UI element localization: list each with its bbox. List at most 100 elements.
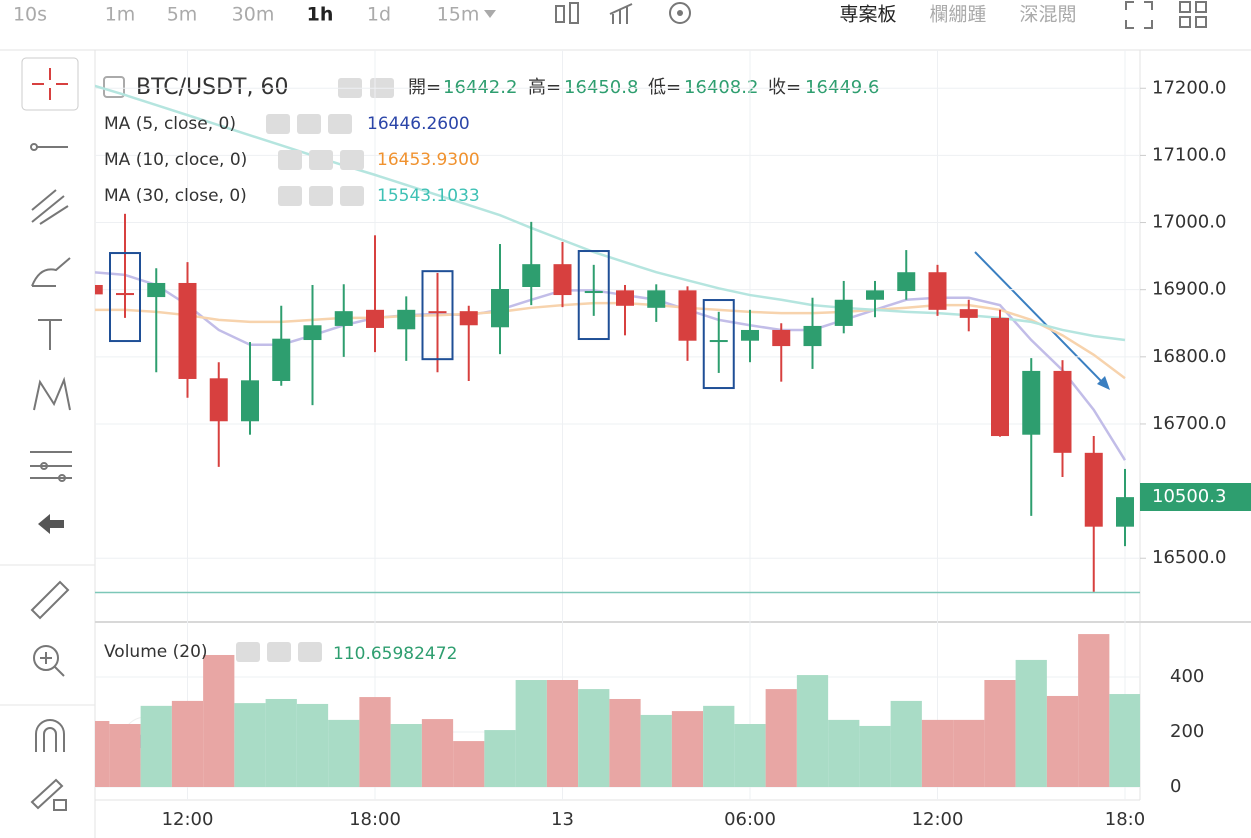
magnet-tool[interactable] xyxy=(35,719,65,752)
interval-button[interactable]: 15m xyxy=(437,4,480,26)
collapse-icon[interactable] xyxy=(103,76,125,98)
candle-body xyxy=(584,291,603,294)
settings-icon[interactable] xyxy=(669,2,691,24)
candle-body xyxy=(741,329,759,341)
highlight-box[interactable] xyxy=(109,252,141,343)
plot-area xyxy=(95,50,1140,800)
volume-bar xyxy=(265,698,297,787)
highlight-box[interactable] xyxy=(702,299,735,390)
indicator-button[interactable] xyxy=(309,186,333,206)
candle-body xyxy=(241,380,259,422)
brush-tool[interactable] xyxy=(31,257,71,287)
volume-bar xyxy=(453,741,485,787)
x-tick-label: 18:0 xyxy=(1105,809,1145,830)
indicator-value: 16453.9300 xyxy=(377,150,480,170)
interval-button[interactable]: 5m xyxy=(167,4,198,26)
interval-button[interactable]: 30m xyxy=(232,4,275,26)
candle-body xyxy=(834,299,853,326)
y-tick-label: 17200.0 xyxy=(1152,77,1226,98)
interval-button[interactable]: 1m xyxy=(105,4,136,26)
ruler-tool[interactable] xyxy=(30,580,70,620)
volume-bar xyxy=(765,689,797,787)
volume-bar xyxy=(609,698,641,787)
indicator-button[interactable] xyxy=(236,642,260,662)
text-tool[interactable] xyxy=(38,319,62,350)
ohlc-value: 16450.8 xyxy=(564,77,638,98)
highlight-box[interactable] xyxy=(421,270,454,361)
trend-arrow[interactable] xyxy=(974,251,1110,390)
interval-button[interactable]: 1h xyxy=(307,4,334,26)
candle-body xyxy=(334,311,353,326)
volume-bar xyxy=(171,700,204,787)
menu-item[interactable]: 専案板 xyxy=(839,4,896,26)
ohlc-label: 高= xyxy=(528,77,561,98)
volume-bar xyxy=(359,697,391,787)
indicator-button[interactable] xyxy=(278,150,302,170)
volume-bar xyxy=(1046,695,1079,787)
x-tick-label: 12:00 xyxy=(912,809,964,830)
candle-body xyxy=(553,264,572,296)
crosshair-tool[interactable] xyxy=(21,57,79,111)
measure-tool[interactable] xyxy=(30,451,72,482)
candle-body xyxy=(897,272,916,292)
interval-button[interactable]: 1d xyxy=(367,4,391,26)
volume-bar xyxy=(203,654,235,787)
lock-tool[interactable] xyxy=(30,778,67,811)
fib-tool[interactable] xyxy=(31,189,69,225)
volume-bar xyxy=(828,719,860,787)
candle-body xyxy=(647,290,666,308)
menu-item[interactable]: 深混閲 xyxy=(1019,4,1076,26)
indicator-button[interactable] xyxy=(267,642,291,662)
volume-bar xyxy=(1078,634,1110,787)
volume-bar xyxy=(140,705,172,787)
indicator-button[interactable] xyxy=(278,186,302,206)
indicator-button[interactable] xyxy=(340,150,364,170)
candle-body xyxy=(1116,497,1134,527)
volume-bar xyxy=(859,725,891,787)
indicator-icon[interactable] xyxy=(609,3,633,24)
volume-tick-label: 400 xyxy=(1170,666,1204,687)
layout-icon[interactable] xyxy=(1179,1,1207,28)
indicator-button[interactable] xyxy=(298,642,322,662)
indicator-button[interactable] xyxy=(297,114,321,134)
candle-body xyxy=(428,311,447,314)
candle-body xyxy=(928,272,947,310)
volume-bar xyxy=(640,714,672,787)
volume-bar xyxy=(328,719,360,787)
ohlc-label: 收= xyxy=(768,77,801,98)
candle-body xyxy=(959,309,978,318)
chart-type-icon[interactable] xyxy=(555,2,579,24)
back-tool[interactable] xyxy=(38,514,64,534)
indicator-button[interactable] xyxy=(328,114,352,134)
volume-title: Volume (20) xyxy=(104,642,208,662)
indicator-name: MA (10, cloce, 0) xyxy=(104,150,247,170)
candle-body xyxy=(459,311,478,326)
volume-bar xyxy=(484,730,516,787)
zoom-tool[interactable] xyxy=(33,645,65,677)
highlight-box[interactable] xyxy=(577,250,610,341)
candle-body xyxy=(491,289,509,328)
x-tick-label: 18:00 xyxy=(349,809,401,830)
fullscreen-icon[interactable] xyxy=(1125,1,1153,29)
volume-bar xyxy=(95,720,110,787)
interval-button[interactable]: 10s xyxy=(13,4,47,26)
indicator-value: 15543.1033 xyxy=(377,186,480,206)
menu-item[interactable]: 欄綳踵 xyxy=(929,4,986,26)
indicator-button[interactable] xyxy=(340,186,364,206)
candle-body xyxy=(272,338,291,381)
indicator-button[interactable] xyxy=(266,114,290,134)
price-tag-bg xyxy=(1140,483,1251,511)
ohlc-value: 16408.2 xyxy=(684,77,758,98)
y-tick-label: 16500.0 xyxy=(1152,547,1226,568)
indicator-button[interactable] xyxy=(309,150,333,170)
volume-bar xyxy=(703,705,735,787)
volume-bar xyxy=(671,711,704,787)
volume-bar xyxy=(109,724,141,787)
indicator-name: MA (5, close, 0) xyxy=(104,114,236,134)
y-tick-label: 17000.0 xyxy=(1152,212,1226,233)
line-tool[interactable] xyxy=(30,143,68,151)
y-tick-label: 17100.0 xyxy=(1152,144,1226,165)
pattern-tool[interactable] xyxy=(33,376,71,411)
ohlc-value: 16449.6 xyxy=(805,77,879,98)
volume-bar xyxy=(234,703,266,787)
